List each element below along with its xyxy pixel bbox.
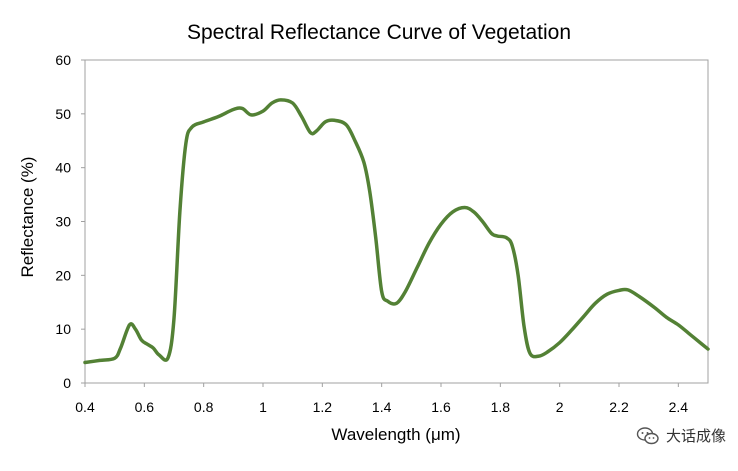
x-axis-title: Wavelength (μm) (331, 425, 460, 444)
wechat-icon (636, 426, 660, 446)
data-point (538, 355, 540, 357)
data-point (639, 296, 641, 298)
data-point (363, 161, 365, 163)
data-point (547, 351, 549, 353)
y-tick-label: 10 (55, 321, 71, 337)
data-point (707, 348, 709, 350)
data-point (167, 357, 169, 359)
data-point (292, 102, 294, 104)
x-tick-label: 2.4 (669, 399, 689, 415)
data-point (654, 307, 656, 309)
data-point (191, 126, 193, 128)
data-point (665, 316, 668, 318)
data-point (345, 124, 347, 126)
data-point (300, 115, 303, 118)
data-point (416, 266, 418, 268)
data-point (134, 328, 137, 330)
data-point (594, 302, 596, 304)
data-point (387, 300, 389, 302)
y-tick-label: 60 (55, 52, 71, 68)
data-point (473, 211, 475, 213)
watermark: 大话成像 (636, 425, 726, 446)
data-point (464, 206, 466, 209)
data-point (280, 99, 282, 101)
data-point (511, 245, 513, 247)
data-point (120, 347, 122, 349)
data-point (582, 316, 585, 318)
y-tick-label: 0 (63, 375, 71, 391)
series-layer (83, 98, 710, 365)
series-line-vegetation (83, 98, 710, 365)
x-tick-label: 0.8 (194, 399, 214, 415)
data-point (217, 115, 220, 118)
data-point (481, 220, 484, 223)
data-point (309, 132, 312, 134)
data-point (315, 130, 317, 132)
data-point (369, 191, 371, 193)
data-point (559, 342, 561, 344)
data-point (428, 242, 430, 244)
data-point (689, 333, 691, 336)
data-point (179, 210, 181, 212)
data-point (490, 232, 493, 234)
data-point (99, 359, 101, 361)
y-tick-label: 20 (55, 267, 71, 283)
data-point (354, 140, 356, 142)
data-point (496, 235, 498, 237)
data-point (523, 325, 525, 328)
x-tick-label: 1.2 (313, 399, 333, 415)
chart-title: Spectral Reflectance Curve of Vegetation (187, 21, 571, 44)
y-axis-ticks: 0 10 20 30 40 50 60 (55, 52, 85, 391)
x-tick-label: 0.6 (135, 399, 155, 415)
data-point (158, 354, 160, 356)
x-tick-label: 0.4 (75, 399, 95, 415)
x-tick-label: 2.2 (609, 399, 629, 415)
data-point (381, 290, 383, 293)
data-point (271, 102, 273, 104)
y-tick-label: 30 (55, 214, 71, 230)
x-tick-label: 1.6 (431, 399, 451, 415)
y-tick-label: 40 (55, 160, 71, 176)
data-point (529, 352, 531, 354)
data-point (324, 121, 326, 123)
data-point (140, 339, 142, 341)
data-point (375, 237, 377, 239)
y-tick-label: 50 (55, 106, 71, 122)
data-point (203, 121, 205, 123)
data-point (404, 290, 406, 293)
data-point (627, 289, 629, 291)
data-point (128, 324, 131, 326)
x-tick-label: 1 (259, 399, 267, 415)
data-point (232, 108, 234, 111)
data-point (505, 237, 507, 239)
data-point (262, 110, 264, 112)
data-point (250, 114, 252, 116)
data-point (173, 317, 175, 319)
data-point (677, 324, 679, 326)
y-axis-title: Reflectance (%) (18, 157, 37, 278)
x-tick-label: 1.8 (491, 399, 511, 415)
x-tick-label: 1.4 (372, 399, 392, 415)
data-point (452, 211, 454, 213)
data-point (84, 361, 86, 364)
data-point (114, 357, 116, 359)
data-point (395, 302, 398, 304)
x-tick-label: 2 (556, 399, 564, 415)
data-point (570, 329, 573, 331)
data-point (146, 343, 148, 345)
data-point (606, 293, 608, 295)
watermark-text: 大话成像 (665, 427, 726, 445)
data-point (517, 274, 519, 276)
x-axis-ticks: 0.4 0.6 0.8 1 1.2 1.4 1.6 1.8 2 2.2 2.4 (75, 383, 688, 415)
data-point (618, 289, 620, 292)
data-point (185, 142, 187, 145)
data-point (440, 223, 442, 225)
data-point (152, 347, 154, 349)
data-point (333, 119, 335, 121)
data-point (241, 107, 243, 110)
data-point (701, 343, 703, 345)
